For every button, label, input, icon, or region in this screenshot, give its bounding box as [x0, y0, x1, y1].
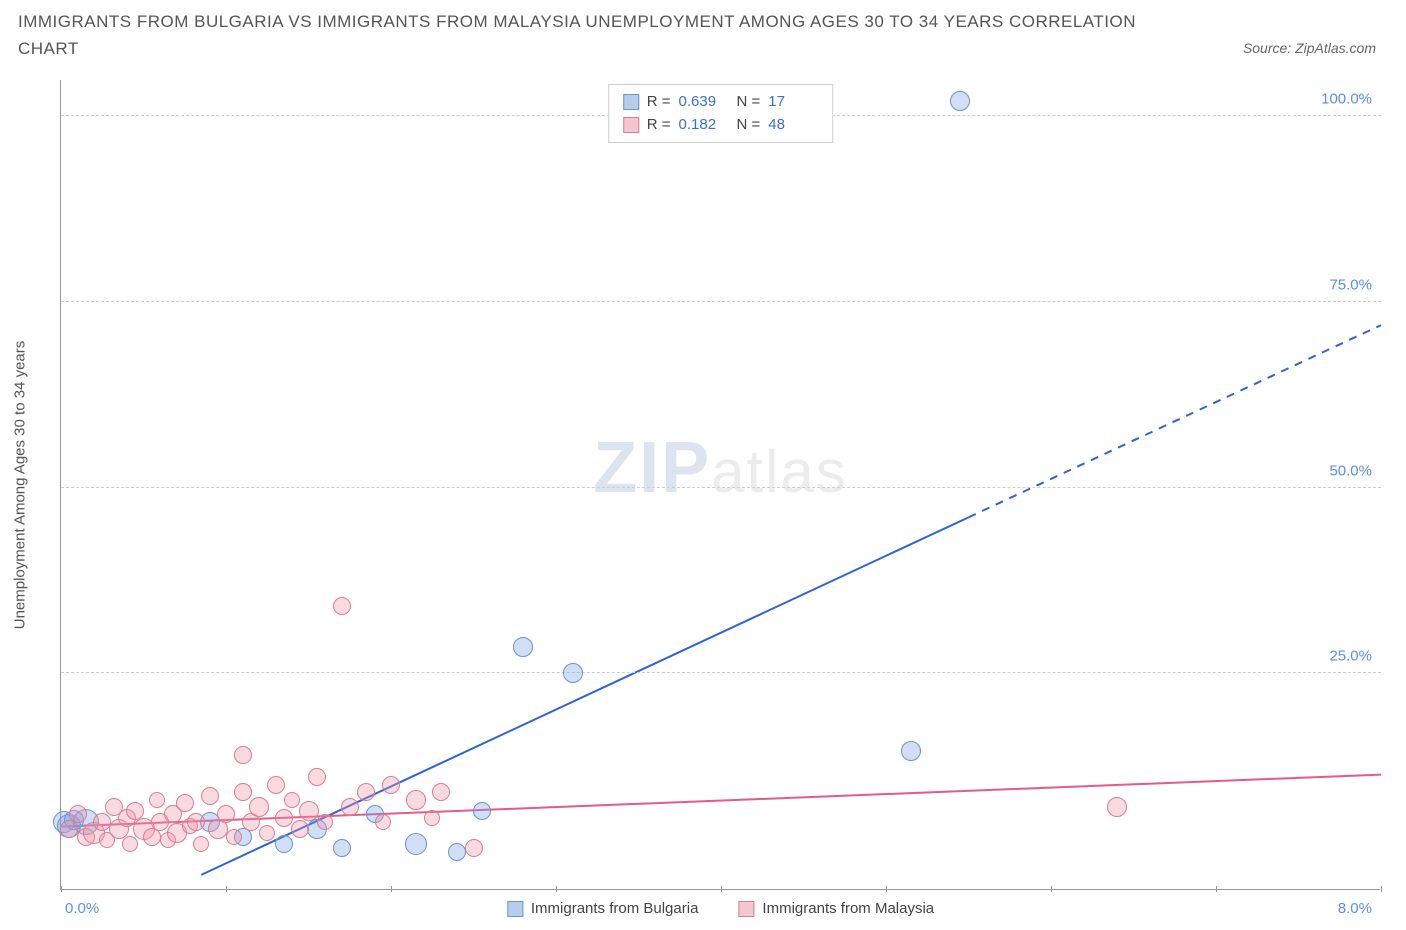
- watermark: ZIPatlas: [593, 427, 848, 509]
- scatter-point-malaysia: [432, 783, 450, 801]
- scatter-point-bulgaria: [563, 663, 583, 683]
- n-value-bulgaria: 17: [768, 91, 818, 114]
- x-tick: [1216, 886, 1217, 892]
- scatter-point-malaysia: [424, 810, 440, 826]
- scatter-point-bulgaria: [473, 802, 491, 820]
- x-tick: [61, 886, 62, 892]
- watermark-bold: ZIP: [593, 428, 711, 508]
- scatter-point-malaysia: [201, 787, 219, 805]
- scatter-point-malaysia: [275, 809, 293, 827]
- y-axis-label: Unemployment Among Ages 30 to 34 years: [12, 341, 29, 630]
- x-tick: [886, 886, 887, 892]
- scatter-point-malaysia: [284, 792, 300, 808]
- grid-line: [61, 672, 1381, 673]
- swatch-malaysia: [623, 117, 639, 133]
- scatter-point-bulgaria: [405, 833, 427, 855]
- scatter-point-bulgaria: [333, 839, 351, 857]
- source-attribution: Source: ZipAtlas.com: [1243, 40, 1376, 56]
- scatter-point-malaysia: [69, 805, 87, 823]
- scatter-point-malaysia: [382, 776, 400, 794]
- scatter-point-malaysia: [1107, 797, 1127, 817]
- n-label: N =: [737, 91, 761, 114]
- scatter-point-malaysia: [357, 783, 375, 801]
- y-tick-label: 25.0%: [1329, 648, 1372, 665]
- legend-label-bulgaria: Immigrants from Bulgaria: [531, 900, 699, 917]
- scatter-point-malaysia: [259, 825, 275, 841]
- scatter-point-malaysia: [406, 790, 426, 810]
- x-tick: [721, 886, 722, 892]
- r-label: R =: [647, 91, 671, 114]
- legend-row-bulgaria: R = 0.639 N = 17: [623, 91, 819, 114]
- scatter-point-malaysia: [291, 820, 309, 838]
- scatter-point-malaysia: [234, 783, 252, 801]
- x-tick: [556, 886, 557, 892]
- scatter-point-bulgaria: [513, 637, 533, 657]
- scatter-point-malaysia: [341, 798, 359, 816]
- scatter-point-malaysia: [465, 839, 483, 857]
- legend-row-malaysia: R = 0.182 N = 48: [623, 114, 819, 137]
- scatter-point-malaysia: [226, 829, 242, 845]
- x-tick: [1051, 886, 1052, 892]
- chart-title: IMMIGRANTS FROM BULGARIA VS IMMIGRANTS F…: [18, 8, 1138, 62]
- legend-label-malaysia: Immigrants from Malaysia: [762, 900, 934, 917]
- r-value-malaysia: 0.182: [679, 114, 729, 137]
- watermark-light: atlas: [711, 438, 848, 505]
- scatter-point-malaysia: [122, 836, 138, 852]
- n-label: N =: [737, 114, 761, 137]
- source-prefix: Source:: [1243, 40, 1295, 56]
- scatter-point-malaysia: [126, 802, 144, 820]
- x-tick: [1381, 886, 1382, 892]
- swatch-bulgaria: [507, 901, 523, 917]
- legend-item-bulgaria: Immigrants from Bulgaria: [507, 900, 699, 917]
- chart-area: Unemployment Among Ages 30 to 34 years Z…: [60, 80, 1380, 890]
- scatter-point-malaysia: [234, 746, 252, 764]
- correlation-legend: R = 0.639 N = 17 R = 0.182 N = 48: [608, 84, 834, 143]
- source-name: ZipAtlas.com: [1295, 40, 1376, 56]
- x-tick: [391, 886, 392, 892]
- scatter-point-malaysia: [333, 597, 351, 615]
- r-label: R =: [647, 114, 671, 137]
- scatter-point-malaysia: [193, 836, 209, 852]
- scatter-point-malaysia: [299, 801, 319, 821]
- y-tick-label: 75.0%: [1329, 276, 1372, 293]
- trend-lines: [61, 80, 1381, 890]
- scatter-point-bulgaria: [901, 741, 921, 761]
- y-tick-label: 50.0%: [1329, 462, 1372, 479]
- scatter-point-malaysia: [187, 813, 205, 831]
- scatter-point-malaysia: [217, 805, 235, 823]
- scatter-point-bulgaria: [275, 835, 293, 853]
- scatter-plot: ZIPatlas R = 0.639 N = 17 R = 0.182 N = …: [60, 80, 1380, 890]
- scatter-point-malaysia: [317, 814, 333, 830]
- y-tick-label: 100.0%: [1321, 91, 1372, 108]
- scatter-point-bulgaria: [448, 843, 466, 861]
- r-value-bulgaria: 0.639: [679, 91, 729, 114]
- scatter-point-malaysia: [249, 797, 269, 817]
- scatter-point-malaysia: [176, 794, 194, 812]
- scatter-point-malaysia: [267, 776, 285, 794]
- swatch-malaysia: [738, 901, 754, 917]
- scatter-point-malaysia: [149, 792, 165, 808]
- grid-line: [61, 487, 1381, 488]
- legend-item-malaysia: Immigrants from Malaysia: [738, 900, 934, 917]
- series-legend: Immigrants from Bulgaria Immigrants from…: [507, 900, 934, 917]
- grid-line: [61, 301, 1381, 302]
- scatter-point-bulgaria: [950, 91, 970, 111]
- swatch-bulgaria: [623, 94, 639, 110]
- n-value-malaysia: 48: [768, 114, 818, 137]
- scatter-point-malaysia: [375, 814, 391, 830]
- x-axis-max-label: 8.0%: [1338, 900, 1372, 917]
- x-tick: [226, 886, 227, 892]
- scatter-point-malaysia: [308, 768, 326, 786]
- x-axis-min-label: 0.0%: [65, 900, 99, 917]
